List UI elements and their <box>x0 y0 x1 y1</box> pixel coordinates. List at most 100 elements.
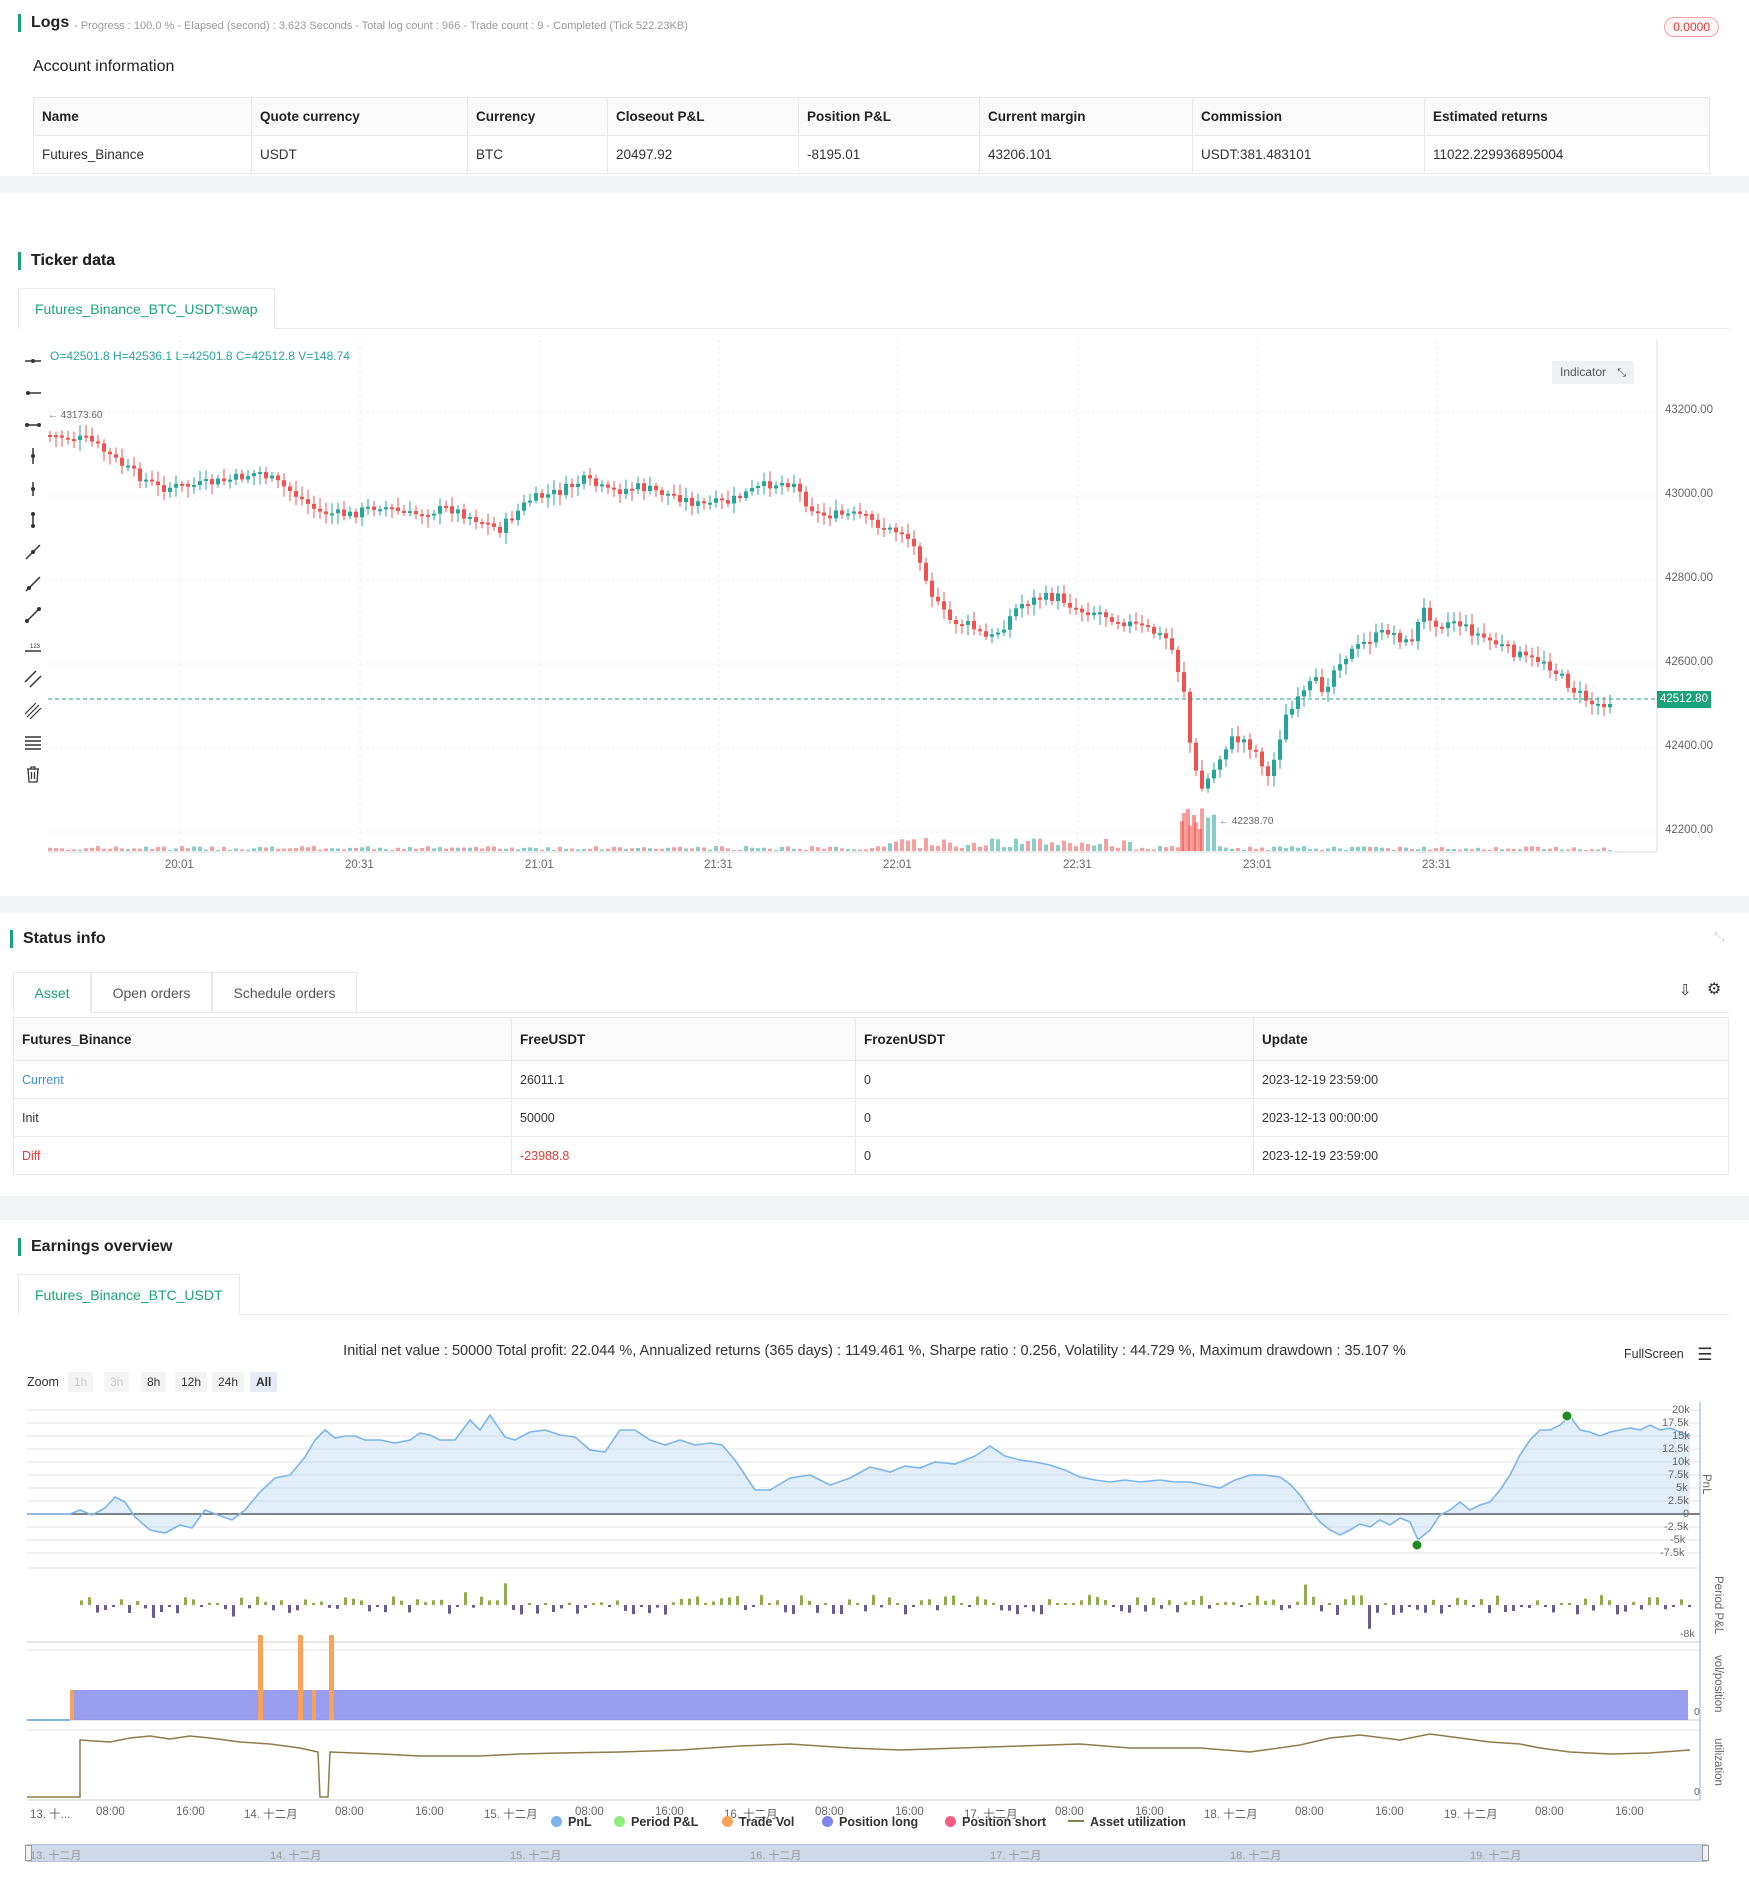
ticker-section-title: Ticker data <box>18 252 115 270</box>
legend-dot-icon <box>722 1816 733 1827</box>
x-tick: 20:31 <box>345 859 374 871</box>
legend-asset-utilization[interactable]: Asset utilization <box>1068 1815 1186 1829</box>
account-table: Name Quote currency Currency Closeout P&… <box>33 97 1710 174</box>
zoom-24h-button[interactable]: 24h <box>212 1372 245 1392</box>
vertical-segment-icon[interactable] <box>24 511 42 529</box>
x-tick: 08:00 <box>96 1806 125 1818</box>
cell: 2023-12-19 23:59:00 <box>1253 1136 1729 1175</box>
tab-ticker-symbol[interactable]: Futures_Binance_BTC_USDT:swap <box>18 288 275 329</box>
cell: 0 <box>855 1098 1254 1137</box>
zoom-label: Zoom <box>27 1375 59 1389</box>
logs-summary: - Progress : 100.0 % - Elapsed (second) … <box>74 20 688 32</box>
trend-line-icon[interactable] <box>24 543 42 561</box>
navigator-handle-right[interactable] <box>1702 1845 1709 1861</box>
horizontal-segment-icon[interactable] <box>24 416 42 434</box>
col-free-usdt: FreeUSDT <box>511 1017 856 1061</box>
navigator-tick: 13. 十二月 <box>30 1850 82 1862</box>
x-tick: 16:00 <box>1375 1806 1404 1818</box>
cell: 0 <box>855 1060 1254 1099</box>
horizontal-lines-icon[interactable] <box>24 734 42 752</box>
cell: 20497.92 <box>607 135 799 174</box>
horizontal-ray-icon[interactable] <box>24 384 42 402</box>
vertical-line-icon[interactable] <box>24 447 42 465</box>
x-tick: 16:00 <box>1615 1806 1644 1818</box>
x-tick: 16:00 <box>415 1806 444 1818</box>
indicator-label: Indicator <box>1560 365 1607 379</box>
cell: 11022.229936895004 <box>1424 135 1710 174</box>
tab-open-orders[interactable]: Open orders <box>91 972 212 1012</box>
gear-icon[interactable]: ⚙ <box>1707 981 1722 998</box>
pnl-tick: 12.5k <box>1662 1443 1689 1455</box>
fibonacci-icon[interactable] <box>24 702 42 720</box>
zoom-8h-button[interactable]: 8h <box>141 1372 167 1392</box>
tab-schedule-orders[interactable]: Schedule orders <box>212 972 357 1012</box>
last-price-tag: 42512.80 <box>1657 691 1711 708</box>
download-icon[interactable]: ⇩ <box>1679 982 1692 999</box>
row-label-diff: Diff <box>13 1136 512 1175</box>
legend-position-long[interactable]: Position long <box>822 1815 918 1829</box>
legend-period-pnl[interactable]: Period P&L <box>614 1815 698 1829</box>
y-tick: 43200.00 <box>1665 404 1713 416</box>
x-tick: 19. 十二月 <box>1444 1809 1498 1821</box>
zoom-all-button[interactable]: All <box>250 1372 278 1392</box>
x-tick: 16:00 <box>1135 1806 1164 1818</box>
y-tick: 42600.00 <box>1665 656 1713 668</box>
price-label-icon[interactable]: 123 <box>24 638 42 656</box>
horizontal-line-icon[interactable] <box>24 352 42 370</box>
segment-line-icon[interactable] <box>24 606 42 624</box>
pnl-tick: 5k <box>1676 1482 1688 1494</box>
low-marker-value: 42238.70 <box>1231 816 1274 827</box>
col-estimated-returns: Estimated returns <box>1424 97 1710 136</box>
legend-dot-icon <box>822 1816 833 1827</box>
legend-trade-vol[interactable]: Trade Vol <box>722 1815 794 1829</box>
navigator-tick: 16. 十二月 <box>750 1850 802 1862</box>
navigator-tick: 17. 十二月 <box>990 1850 1042 1862</box>
x-tick: 08:00 <box>1055 1806 1084 1818</box>
indicator-button[interactable]: Indicator ⤡ <box>1552 361 1635 384</box>
legend-position-short[interactable]: Position short <box>945 1815 1046 1829</box>
col-position-pnl: Position P&L <box>798 97 980 136</box>
x-tick: 08:00 <box>335 1806 364 1818</box>
cell: 26011.1 <box>511 1060 856 1099</box>
zoom-3h-button[interactable]: 3h <box>104 1372 130 1392</box>
navigator-handle-left[interactable] <box>25 1845 32 1861</box>
x-tick: 08:00 <box>815 1806 844 1818</box>
tab-asset[interactable]: Asset <box>13 972 91 1013</box>
x-tick: 22:01 <box>883 859 912 871</box>
axis-title-pnl: PnL <box>1700 1474 1712 1495</box>
ohlc-readout: O=42501.8 H=42536.1 L=42501.8 C=42512.8 … <box>50 349 350 363</box>
x-tick: 18. 十二月 <box>1204 1809 1258 1821</box>
navigator-tick: 19. 十二月 <box>1470 1850 1522 1862</box>
axis-title-utilization: utilization <box>1712 1738 1724 1786</box>
vertical-ray-icon[interactable] <box>24 479 42 497</box>
y-tick: 42800.00 <box>1665 572 1713 584</box>
x-tick: 08:00 <box>575 1806 604 1818</box>
x-tick: 21:31 <box>704 859 733 871</box>
tab-earnings-symbol[interactable]: Futures_Binance_BTC_USDT <box>18 1274 240 1315</box>
collapse-icon[interactable]: ⤡ <box>1714 929 1725 944</box>
fullscreen-button[interactable]: FullScreen ☰ <box>1624 1345 1712 1365</box>
account-title: Account information <box>33 58 175 75</box>
utilization-tick: 0 <box>1694 1786 1700 1798</box>
ray-line-icon[interactable] <box>24 575 42 593</box>
col-frozen-usdt: FrozenUSDT <box>855 1017 1254 1061</box>
axis-title-vol-position: vol/position <box>1712 1655 1724 1713</box>
trash-icon[interactable] <box>24 765 42 783</box>
cell: 43206.101 <box>979 135 1193 174</box>
menu-icon: ☰ <box>1697 1345 1713 1364</box>
zoom-12h-button[interactable]: 12h <box>175 1372 208 1392</box>
table-row: Init 50000 0 2023-12-13 00:00:00 <box>13 1098 1729 1137</box>
expand-icon: ⤡ <box>1617 367 1627 379</box>
account-header-row: Name Quote currency Currency Closeout P&… <box>33 97 1710 136</box>
earnings-title: Earnings overview <box>18 1238 172 1256</box>
high-marker-value: 43173.60 <box>60 410 103 421</box>
status-tabbar <box>13 1012 1729 1013</box>
zoom-1h-button[interactable]: 1h <box>68 1372 94 1392</box>
legend-pnl[interactable]: PnL <box>551 1815 592 1829</box>
x-tick: 20:01 <box>165 859 194 871</box>
cell: -23988.8 <box>511 1136 856 1175</box>
legend-dot-icon <box>614 1816 625 1827</box>
col-commission: Commission <box>1192 97 1425 136</box>
x-tick: 16:00 <box>176 1806 205 1818</box>
parallel-channel-icon[interactable] <box>24 670 42 688</box>
